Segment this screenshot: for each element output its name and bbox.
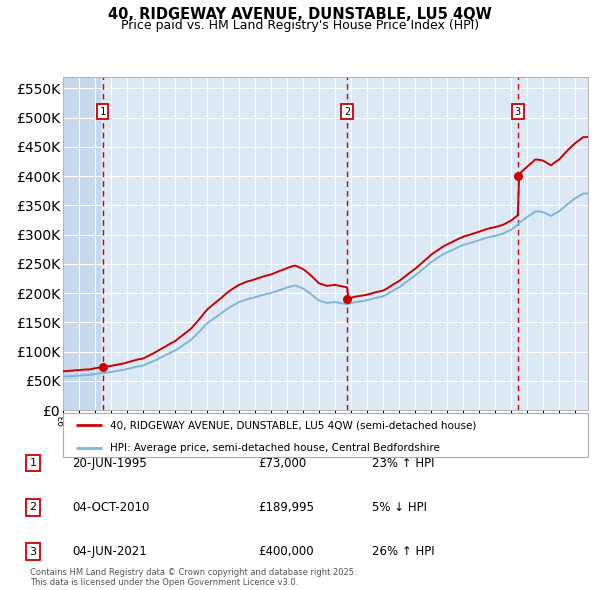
Text: 20-JUN-1995: 20-JUN-1995	[72, 457, 147, 470]
Text: 40, RIDGEWAY AVENUE, DUNSTABLE, LU5 4QW: 40, RIDGEWAY AVENUE, DUNSTABLE, LU5 4QW	[108, 7, 492, 22]
Text: 40, RIDGEWAY AVENUE, DUNSTABLE, LU5 4QW (semi-detached house): 40, RIDGEWAY AVENUE, DUNSTABLE, LU5 4QW …	[110, 421, 476, 430]
Text: 3: 3	[515, 107, 521, 117]
Text: HPI: Average price, semi-detached house, Central Bedfordshire: HPI: Average price, semi-detached house,…	[110, 442, 440, 453]
Text: Contains HM Land Registry data © Crown copyright and database right 2025.
This d: Contains HM Land Registry data © Crown c…	[30, 568, 356, 587]
Text: 1: 1	[29, 458, 37, 468]
Text: 04-OCT-2010: 04-OCT-2010	[72, 501, 149, 514]
Text: 5% ↓ HPI: 5% ↓ HPI	[372, 501, 427, 514]
Text: Price paid vs. HM Land Registry's House Price Index (HPI): Price paid vs. HM Land Registry's House …	[121, 19, 479, 32]
Text: £400,000: £400,000	[258, 545, 314, 558]
Text: £189,995: £189,995	[258, 501, 314, 514]
Text: 1: 1	[100, 107, 106, 117]
Bar	[63, 77, 100, 410]
Text: 26% ↑ HPI: 26% ↑ HPI	[372, 545, 434, 558]
Text: 3: 3	[29, 547, 37, 556]
Text: 2: 2	[29, 503, 37, 512]
Text: 04-JUN-2021: 04-JUN-2021	[72, 545, 147, 558]
Text: £73,000: £73,000	[258, 457, 306, 470]
Text: 2: 2	[344, 107, 350, 117]
Text: 23% ↑ HPI: 23% ↑ HPI	[372, 457, 434, 470]
FancyBboxPatch shape	[63, 413, 588, 457]
